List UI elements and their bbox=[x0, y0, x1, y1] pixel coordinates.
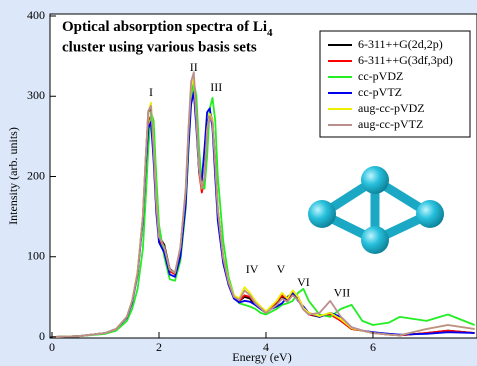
x-tick-label: 4 bbox=[263, 340, 269, 354]
legend-label: cc-pVDZ bbox=[358, 69, 403, 83]
legend-label: cc-pVTZ bbox=[358, 85, 402, 99]
y-tick-label: 400 bbox=[27, 8, 45, 22]
atom bbox=[308, 200, 336, 228]
legend-label: aug-cc-pVTZ bbox=[358, 117, 423, 131]
page: Optical absorption spectra of Li4 cluste… bbox=[0, 0, 477, 366]
y-axis-label: Intensity (arb. units) bbox=[6, 127, 20, 225]
peak-label: V bbox=[277, 262, 286, 276]
peak-label: I bbox=[149, 85, 153, 99]
peak-label: III bbox=[210, 80, 222, 94]
chart-title-line2: cluster using various basis sets bbox=[62, 39, 257, 55]
y-tick-label: 300 bbox=[27, 88, 45, 102]
x-tick-label: 6 bbox=[370, 340, 376, 354]
y-tick-label: 200 bbox=[27, 168, 45, 182]
peak-label: VI bbox=[297, 275, 310, 289]
legend-label: 6-311++G(2d,2p) bbox=[358, 37, 443, 51]
x-tick-label: 2 bbox=[156, 340, 162, 354]
y-tick-label: 100 bbox=[27, 249, 45, 263]
title-text: Optical absorption spectra of Li bbox=[62, 19, 267, 35]
peak-label: VII bbox=[334, 285, 351, 299]
atom bbox=[361, 226, 389, 254]
peak-label: II bbox=[190, 60, 198, 74]
legend-label: aug-cc-pVDZ bbox=[358, 101, 425, 115]
x-tick-label: 0 bbox=[49, 340, 55, 354]
atom bbox=[361, 166, 389, 194]
chart: Optical absorption spectra of Li4 cluste… bbox=[0, 0, 477, 366]
peak-label: IV bbox=[246, 262, 259, 276]
atom bbox=[416, 200, 444, 228]
legend-label: 6-311++G(3df,3pd) bbox=[358, 53, 453, 67]
y-tick-label: 0 bbox=[39, 329, 45, 343]
title-subscript: 4 bbox=[267, 27, 273, 39]
